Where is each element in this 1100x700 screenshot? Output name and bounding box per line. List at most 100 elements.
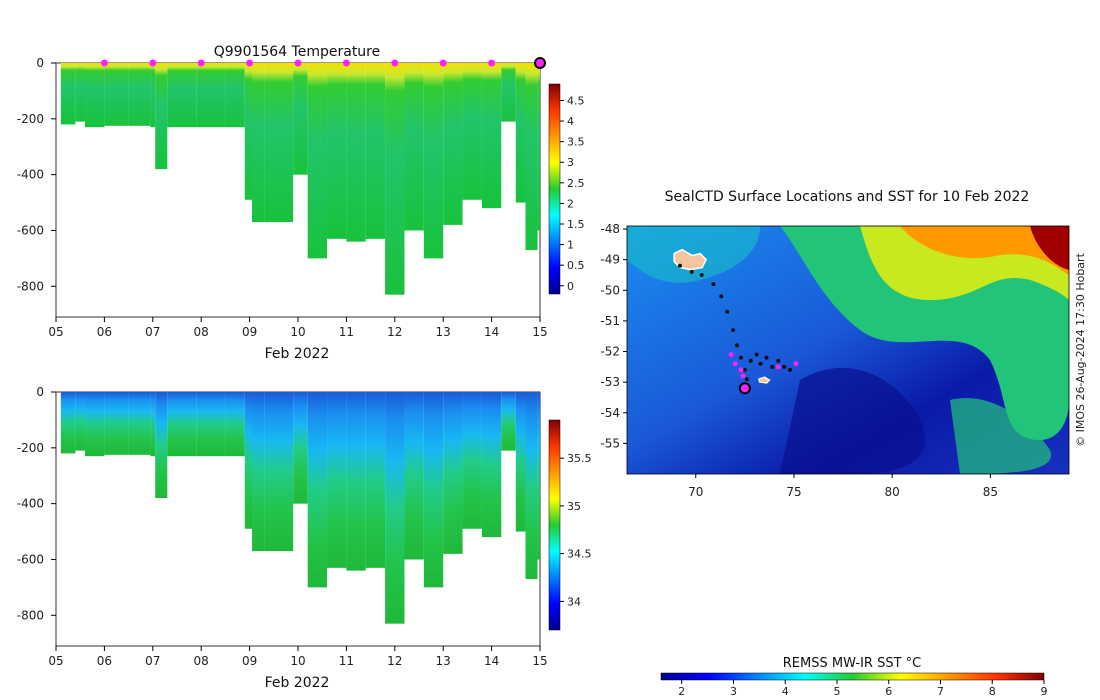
- profile-column: [85, 63, 105, 128]
- profile-column: [85, 392, 105, 457]
- x-tick-label: 11: [339, 325, 354, 339]
- sst-colorbar-tick-label: 7: [937, 685, 944, 698]
- profile-column: [264, 392, 294, 552]
- profile-column: [365, 392, 386, 568]
- colorbar-tick-label: 2.5: [567, 177, 585, 190]
- x-tick-label: 06: [97, 654, 112, 668]
- profile-column: [75, 63, 86, 122]
- salinity-axes: 05 06 07 08 09 10 11 12 13 14 15 0 -200 -400 -600 -800: [17, 385, 548, 668]
- track-point: [770, 364, 775, 369]
- colorbar-tick-label: 35.5: [567, 452, 592, 465]
- sst-map-axes: 70 75 80 85 -48 -49 -50 -51 -52 -53 -54 -55: [600, 222, 998, 499]
- x-tick-label: 14: [484, 325, 499, 339]
- colorbar-tick-label: 1: [567, 239, 574, 252]
- profile-column: [252, 392, 265, 552]
- track-point: [742, 367, 747, 372]
- profile-column: [481, 392, 502, 538]
- profile-column: [515, 63, 526, 203]
- sst-colorbar-label: REMSS MW-IR SST °C: [783, 656, 922, 671]
- track-point: [754, 352, 759, 357]
- map-y-tick-label: -51: [600, 314, 620, 328]
- colorbar-tick-label: 4: [567, 115, 574, 128]
- salinity-panel: 05 06 07 08 09 10 11 12 13 14 150-200-400-600-800 …: [17, 385, 592, 691]
- current-location-marker: [738, 382, 751, 395]
- x-tick-label: 08: [194, 325, 209, 339]
- profile-column: [60, 63, 76, 125]
- sst-colorbar-ticks: 2 3 4 5 6 7 8 9: [678, 680, 1048, 698]
- x-tick-label: 06: [97, 325, 112, 339]
- x-tick-label: 12: [387, 325, 402, 339]
- x-tick-label: 13: [436, 654, 451, 668]
- profile-marker: [488, 59, 496, 67]
- x-tick-label: 10: [290, 654, 305, 668]
- y-tick-label: -800: [17, 608, 44, 622]
- colorbar-tick-label: 3: [567, 156, 574, 169]
- x-tick-label: 10: [290, 325, 305, 339]
- imos-watermark: © IMOS 26-Aug-2024 17:30 Hobart: [1074, 252, 1087, 446]
- sst-map-title: SealCTD Surface Locations and SST for 10…: [665, 189, 1030, 205]
- profile-column: [443, 392, 463, 554]
- map-y-tick-label: -52: [600, 345, 620, 359]
- track-point: [764, 355, 769, 360]
- profile-column: [515, 392, 526, 532]
- profile-column: [128, 63, 151, 126]
- x-tick-label: 05: [48, 654, 63, 668]
- x-tick-label: 09: [242, 325, 257, 339]
- profile-column: [244, 392, 253, 529]
- profile-column: [525, 392, 538, 580]
- temperature-colorbar: [548, 83, 561, 295]
- colorbar-tick-label: 0.5: [567, 259, 585, 272]
- surface-location-marker: [738, 367, 744, 373]
- profile-column: [104, 392, 129, 455]
- profile-column: [404, 392, 424, 560]
- x-tick-label: 11: [339, 654, 354, 668]
- y-tick-label: -400: [17, 168, 44, 182]
- map-x-tick-label: 80: [885, 485, 900, 499]
- profile-marker: [534, 57, 546, 69]
- track-point: [738, 355, 743, 360]
- track-point: [735, 343, 740, 348]
- colorbar-tick-label: 3.5: [567, 136, 585, 149]
- temperature-panel: Q9901564 Temperature 05 06 07 08 09 10 11 12 13 1…: [17, 44, 585, 362]
- track-point: [711, 282, 716, 287]
- colorbar-tick-label: 4.5: [567, 94, 585, 107]
- x-tick-label: 12: [387, 654, 402, 668]
- profile-column: [225, 392, 245, 457]
- profile-marker: [246, 59, 254, 67]
- profile-column: [365, 63, 386, 239]
- profile-column: [252, 63, 265, 223]
- salinity-xlabel: Feb 2022: [265, 675, 330, 691]
- track-point: [782, 364, 787, 369]
- profile-column: [537, 392, 540, 560]
- map-y-tick-label: -49: [600, 253, 620, 267]
- y-tick-label: -400: [17, 497, 44, 511]
- track-point: [699, 272, 704, 277]
- surface-location-marker: [728, 352, 734, 358]
- x-tick-label: 09: [242, 654, 257, 668]
- map-y-tick-label: -50: [600, 283, 620, 297]
- profile-column: [346, 392, 366, 571]
- colorbar-tick-label: 34: [567, 595, 581, 608]
- profile-column: [346, 63, 366, 242]
- profile-marker: [342, 59, 350, 67]
- profile-column: [537, 63, 540, 231]
- sst-colorbar: [660, 672, 1045, 681]
- salinity-data: [60, 392, 540, 624]
- profile-column: [423, 392, 444, 588]
- profile-column: [60, 392, 76, 454]
- sst-map-panel: SealCTD Surface Locations and SST for 10…: [600, 189, 1087, 698]
- y-tick-label: -200: [17, 112, 44, 126]
- x-tick-label: 07: [145, 325, 160, 339]
- salinity-colorbar: [548, 419, 561, 631]
- profile-column: [462, 392, 482, 529]
- y-tick-label: 0: [36, 56, 44, 70]
- track-point: [776, 358, 781, 363]
- temperature-title: Q9901564 Temperature: [214, 44, 381, 60]
- y-tick-label: -600: [17, 552, 44, 566]
- sst-map-frame: [626, 225, 1070, 475]
- colorbar-tick-label: 0: [567, 280, 574, 293]
- sst-colorbar-tick-label: 3: [730, 685, 737, 698]
- profile-column: [501, 392, 516, 451]
- track-point: [689, 269, 694, 274]
- sst-colorbar-tick-label: 6: [885, 685, 892, 698]
